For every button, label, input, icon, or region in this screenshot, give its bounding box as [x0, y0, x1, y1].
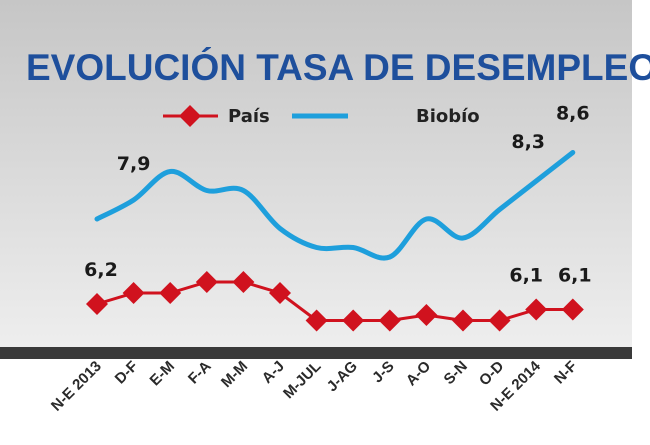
- x-tick-m-m: M-M: [218, 358, 251, 391]
- x-tick-f-a: F-A: [185, 358, 215, 388]
- x-tick-a-j: A-J: [259, 358, 288, 387]
- x-axis-band: [0, 347, 632, 359]
- marker-pais-j-ag: [342, 309, 365, 332]
- marker-pais-s-n: [452, 309, 474, 332]
- x-tick-o-d: O-D: [476, 358, 508, 390]
- x-tick-m-jul: M-JUL: [280, 358, 324, 402]
- marker-pais-a-o: [415, 304, 438, 326]
- marker-pais-n-e-2013: [86, 293, 108, 315]
- legend: País Biobío: [163, 105, 480, 127]
- marker-pais-n-f: [561, 298, 584, 321]
- legend-marker-pais: [179, 105, 201, 127]
- x-tick-a-o: A-O: [403, 358, 435, 390]
- plot-background-right-edge: [632, 0, 650, 356]
- data-label-pais-13: 6,1: [558, 265, 592, 287]
- marker-pais-f-a: [195, 271, 218, 293]
- series-line-biobio: [94, 150, 576, 261]
- x-tick-e-m: E-M: [147, 358, 178, 389]
- marker-pais-m-m: [232, 271, 255, 293]
- x-tick-n-f: N-F: [551, 358, 581, 388]
- x-tick-j-s: J-S: [369, 358, 398, 387]
- data-label-pais-0: 6,2: [84, 259, 118, 281]
- chart-title: EVOLUCIÓN TASA DE DESEMPLEO: [26, 46, 650, 88]
- data-label-pais-12: 6,1: [509, 265, 543, 287]
- legend-label-pais: País: [228, 106, 270, 127]
- legend-label-biobio: Biobío: [416, 106, 480, 127]
- x-axis-ticks: N-E 2013 D-F E-M F-A M-M A-JM-JUL J-AG J-S A-O S-…: [48, 357, 581, 414]
- data-label-biobio-13: 8,6: [556, 103, 590, 125]
- marker-pais-o-d: [488, 309, 511, 332]
- marker-pais-d-f: [122, 282, 145, 304]
- marker-pais-n-e-2014: [525, 298, 548, 321]
- data-label-biobio-1: 7,9: [117, 153, 151, 175]
- x-tick-s-n: S-N: [441, 358, 471, 388]
- marker-pais-e-m: [159, 282, 182, 304]
- x-tick-j-ag: J-AG: [324, 358, 361, 395]
- x-tick-n-e-2013: N-E 2013: [48, 358, 105, 415]
- marker-pais-a-j: [269, 282, 291, 304]
- data-label-biobio-12: 8,3: [511, 131, 545, 153]
- data-labels: 7,9 8,3 8,6 6,2 6,1 6,1: [84, 103, 591, 287]
- x-tick-d-f: D-F: [112, 358, 142, 388]
- markers: [86, 271, 584, 332]
- marker-pais-m-jul: [305, 309, 328, 332]
- marker-pais-j-s: [378, 309, 401, 332]
